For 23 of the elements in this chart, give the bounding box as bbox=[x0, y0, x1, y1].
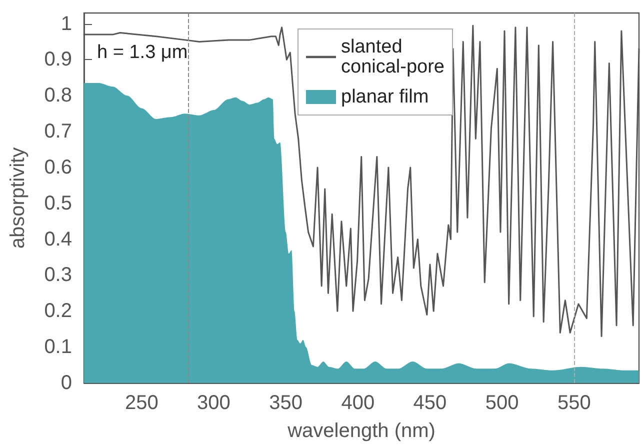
legend-label: planar film bbox=[341, 86, 429, 108]
y-tick-label: 0.9 bbox=[44, 48, 72, 71]
y-tick-label: 0 bbox=[60, 372, 72, 394]
y-tick-label: 0.3 bbox=[44, 264, 72, 286]
x-tick-label: 450 bbox=[413, 392, 447, 414]
x-tick-label: 500 bbox=[485, 392, 519, 414]
y-tick-label: 0.2 bbox=[44, 300, 72, 322]
y-tick-label: 0.4 bbox=[44, 228, 72, 250]
x-tick-label: 300 bbox=[197, 392, 230, 414]
annotation: h = 1.3 μm bbox=[97, 42, 188, 63]
x-tick-label: 250 bbox=[124, 392, 158, 414]
y-tick-label: 0.6 bbox=[44, 156, 72, 178]
y-tick-label: 0.1 bbox=[44, 336, 72, 358]
legend-label: slanted conical-pore bbox=[341, 36, 444, 78]
x-tick-label: 400 bbox=[341, 392, 375, 414]
y-tick-label: 1 bbox=[60, 12, 72, 35]
y-tick-label: 0.8 bbox=[44, 84, 72, 107]
x-tick-label: 350 bbox=[269, 392, 303, 414]
y-tick-label: 0.7 bbox=[44, 120, 72, 143]
y-tick-label: 0.5 bbox=[44, 192, 72, 214]
y-axis-title: absorptivity bbox=[7, 147, 29, 249]
x-axis-title: wavelength (nm) bbox=[286, 420, 436, 442]
x-tick-label: 550 bbox=[557, 392, 591, 414]
